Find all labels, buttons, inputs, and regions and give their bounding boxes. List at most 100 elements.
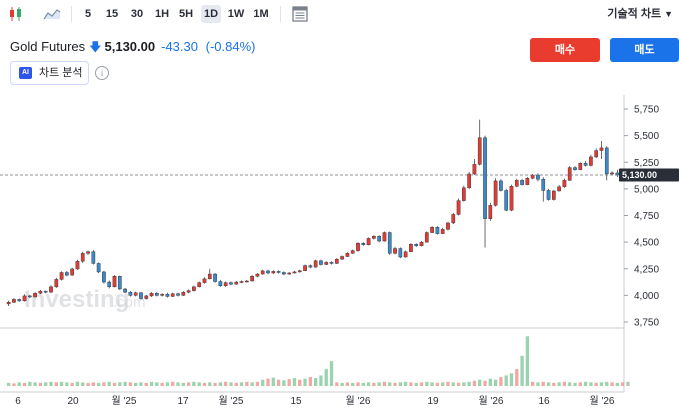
candle-body xyxy=(319,260,323,265)
x-tick-label: 월 '25 xyxy=(218,395,243,407)
candle-body xyxy=(477,137,482,165)
candle-body xyxy=(514,180,519,187)
x-tick-label: 15 xyxy=(290,396,302,407)
volume-bar xyxy=(213,382,217,386)
timeframe-30[interactable]: 30 xyxy=(130,8,144,20)
volume-bar xyxy=(144,382,148,386)
candle-body xyxy=(403,251,408,258)
volume-bar xyxy=(398,382,402,386)
candle-body xyxy=(287,272,292,275)
candle-body xyxy=(435,227,440,234)
candle-body xyxy=(38,290,43,294)
candle-body xyxy=(303,265,307,271)
candle-body xyxy=(107,281,112,288)
volume-bar xyxy=(409,382,413,386)
volume-bar xyxy=(419,382,424,386)
x-tick-label: 월 '26 xyxy=(589,395,614,407)
x-tick-label: 월 '26 xyxy=(478,395,503,407)
y-tick-label: 4,000 xyxy=(634,291,659,302)
price-change-percent: (-0.84%) xyxy=(205,39,256,54)
volume-bar xyxy=(314,378,318,386)
volume-bar xyxy=(425,381,429,386)
candle-body xyxy=(176,293,180,296)
candle-body xyxy=(366,238,371,245)
timeframe-5[interactable]: 5 xyxy=(84,8,92,20)
candle-body xyxy=(282,272,286,275)
timeframe-1h[interactable]: 1H xyxy=(154,8,170,20)
volume-bar xyxy=(435,382,440,386)
candle-body xyxy=(133,292,138,296)
candle-body xyxy=(297,270,302,273)
area-chart-type-icon[interactable] xyxy=(42,4,62,24)
volume-bar xyxy=(59,381,64,386)
ai-chart-analysis-button[interactable]: AI 차트 분석 xyxy=(10,61,89,85)
info-icon[interactable]: i xyxy=(95,66,109,80)
candlestick-type-icon[interactable] xyxy=(6,4,26,24)
candle-body xyxy=(372,236,376,239)
timeframe-1m[interactable]: 1M xyxy=(253,8,269,20)
volume-bar xyxy=(430,382,434,386)
candle-body xyxy=(398,248,403,258)
buy-button[interactable]: 매수 xyxy=(530,38,600,62)
candle-body xyxy=(160,294,164,296)
volume-bar xyxy=(255,381,260,386)
y-tick-label: 4,750 xyxy=(634,211,659,222)
timeframe-1w[interactable]: 1W xyxy=(227,8,245,20)
candle-body xyxy=(345,253,350,257)
volume-bar xyxy=(303,378,307,386)
timeframe-15[interactable]: 15 xyxy=(105,8,119,20)
timeframe-5h[interactable]: 5H xyxy=(178,8,194,20)
volume-bar xyxy=(621,382,625,386)
y-tick-label: 5,750 xyxy=(634,105,659,116)
volume-bar xyxy=(107,381,111,386)
volume-bar xyxy=(515,369,519,386)
technical-chart-menu[interactable]: 기술적 차트 ▼ xyxy=(607,0,673,28)
candle-body xyxy=(12,299,16,303)
volume-bar xyxy=(478,379,482,386)
table-view-icon[interactable] xyxy=(290,4,310,24)
volume-bar xyxy=(139,382,143,386)
candle-body xyxy=(170,293,175,297)
sell-button[interactable]: 매도 xyxy=(610,38,679,62)
candle-body xyxy=(139,292,143,299)
candle-body xyxy=(488,205,493,219)
volume-bar xyxy=(86,382,90,386)
candle-body xyxy=(181,291,186,296)
candle-body xyxy=(419,241,424,247)
candle-body xyxy=(213,273,217,282)
candle-body xyxy=(91,251,96,264)
chart-toolbar: 5 15 30 1H 5H 1D 1W 1M 기술적 차트 ▼ xyxy=(0,0,679,28)
y-tick-label: 3,750 xyxy=(634,318,659,329)
volume-bar xyxy=(165,382,170,386)
volume-bar xyxy=(388,382,392,386)
x-tick-label: 17 xyxy=(177,396,189,407)
toolbar-divider xyxy=(280,6,281,22)
chevron-down-icon: ▼ xyxy=(664,9,673,19)
candle-body xyxy=(244,280,249,283)
ai-badge-icon: AI xyxy=(19,67,32,79)
volume-bar xyxy=(171,381,175,386)
volume-bar xyxy=(261,379,265,386)
timeframe-1d[interactable]: 1D xyxy=(203,8,219,20)
x-axis: 6 20 월 '25 17 월 '25 15 월 '26 19 월 '26 16 월 '26 xyxy=(15,395,615,407)
volume-bar xyxy=(499,377,503,386)
candle-body xyxy=(260,270,265,275)
candle-body xyxy=(59,272,64,280)
volume-bar xyxy=(202,382,207,386)
candle-body xyxy=(239,281,244,283)
candle-body xyxy=(472,164,477,175)
candle-body xyxy=(382,232,387,242)
candle-body xyxy=(562,180,567,187)
volume-bar xyxy=(186,382,191,386)
candle-body xyxy=(409,244,413,252)
volume-bar xyxy=(266,378,270,386)
candle-body xyxy=(525,178,530,185)
instrument-name: Gold Futures xyxy=(10,39,86,54)
candle-body xyxy=(356,242,360,251)
x-tick-label: 6 xyxy=(15,396,21,407)
candle-body xyxy=(350,250,355,254)
volume-bar xyxy=(22,382,27,386)
candle-body xyxy=(536,174,540,180)
candle-body xyxy=(186,290,191,293)
price-chart[interactable]: Investing .com 5,750 5,500 5,250 5,000 4,750… xyxy=(0,95,679,417)
